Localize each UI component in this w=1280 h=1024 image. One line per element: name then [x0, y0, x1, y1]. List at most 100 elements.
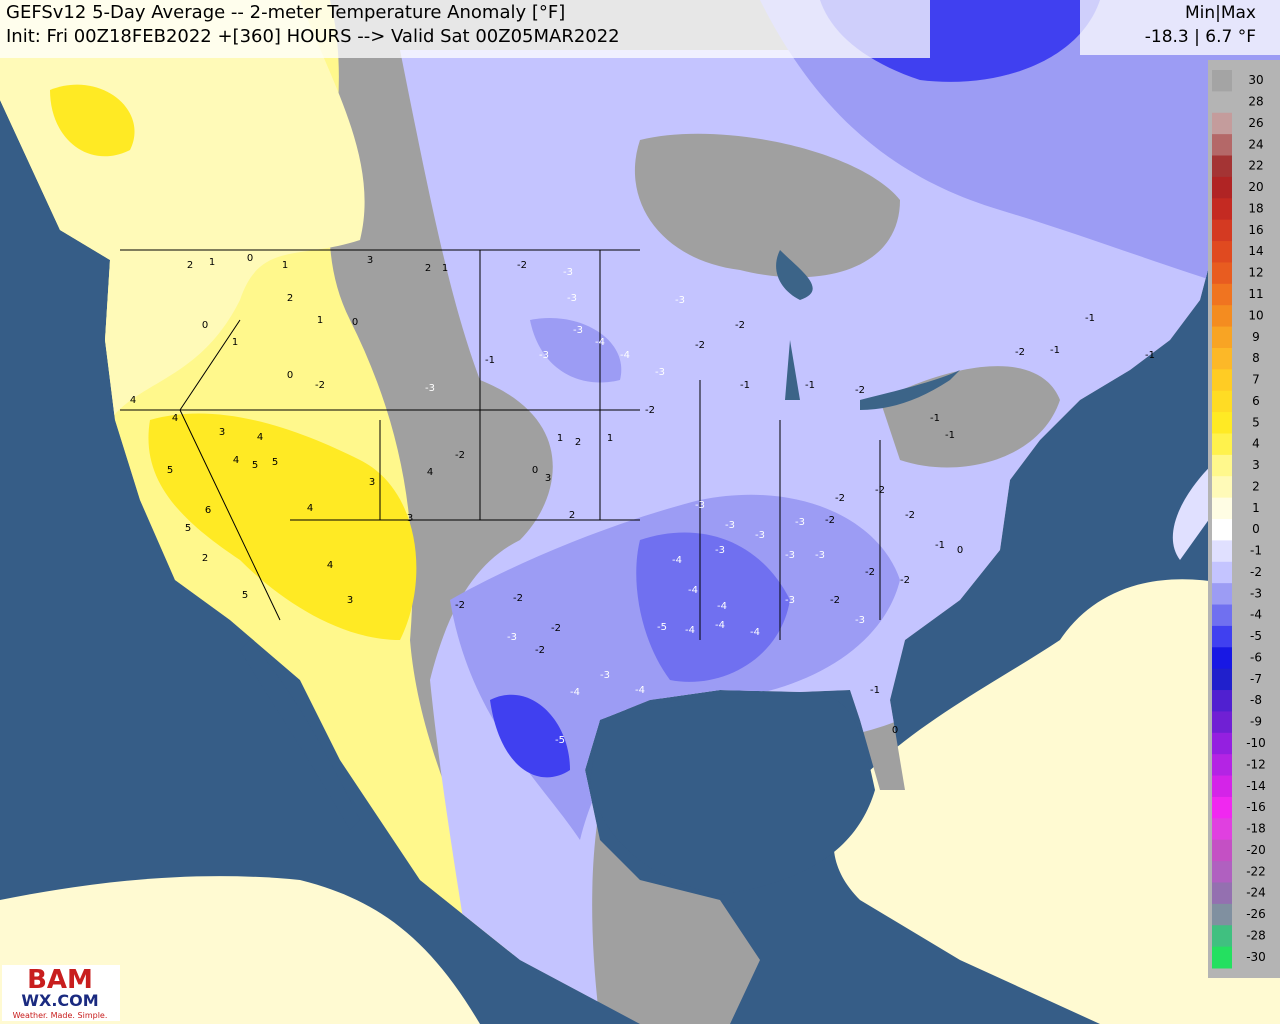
anomaly-label: -3: [795, 517, 805, 528]
anomaly-label: 5: [252, 460, 258, 471]
colorbar-label: -30: [1246, 950, 1266, 964]
anomaly-label: 0: [202, 320, 208, 331]
anomaly-label: -2: [551, 623, 561, 634]
colorbar-label: 22: [1248, 159, 1263, 173]
anomaly-label: -2: [513, 593, 523, 604]
colorbar-label: -18: [1246, 822, 1266, 836]
colorbar-swatch: [1212, 690, 1232, 712]
anomaly-label: 2: [187, 260, 193, 271]
anomaly-label: 1: [317, 315, 323, 326]
anomaly-label: 4: [427, 467, 433, 478]
colorbar-label: 8: [1252, 351, 1260, 365]
colorbar-swatch: [1212, 91, 1232, 114]
colorbar-swatch: [1212, 647, 1232, 670]
colorbar-label: 14: [1248, 244, 1263, 258]
colorbar-label: 9: [1252, 330, 1260, 344]
colorbar-swatch: [1212, 305, 1232, 328]
colorbar-swatch: [1212, 861, 1232, 883]
anomaly-label: -3: [539, 350, 549, 361]
anomaly-label: 1: [209, 257, 215, 268]
colorbar-label: -6: [1250, 650, 1262, 664]
anomaly-label: -1: [740, 380, 750, 391]
warm-ocean-east: [833, 579, 1280, 1024]
minmax-box: [1080, 0, 1280, 55]
anomaly-label: 4: [307, 503, 313, 514]
colorbar-swatch: [1212, 925, 1232, 948]
colorbar-label: -28: [1246, 928, 1266, 942]
colorbar-label: 28: [1248, 95, 1263, 109]
colorbar-swatch: [1212, 839, 1232, 862]
anomaly-label: 5: [242, 590, 248, 601]
anomaly-label: 0: [247, 253, 253, 264]
anomaly-label: -4: [635, 685, 645, 696]
colorbar-swatch: [1212, 604, 1232, 627]
gulf-of-california: [240, 640, 360, 830]
anomaly-label: -2: [517, 260, 527, 271]
colorbar-label: 3: [1252, 458, 1260, 472]
anomaly-label: -3: [563, 267, 573, 278]
colorbar-label: 12: [1248, 266, 1263, 280]
colorbar-label: -8: [1250, 693, 1262, 707]
anomaly-label: 4: [172, 413, 178, 424]
colorbar-swatch: [1212, 134, 1232, 157]
anomaly-label: 1: [442, 263, 448, 274]
anomaly-label: -4: [715, 620, 725, 631]
gulf-of-mexico: [590, 693, 875, 895]
anomaly-label: 2: [202, 553, 208, 564]
anomaly-label: 0: [532, 465, 538, 476]
anomaly-label: -2: [1015, 347, 1025, 358]
colorbar-swatch: [1212, 882, 1232, 905]
anomaly-label: -4: [595, 337, 605, 348]
colorbar-swatch: [1212, 583, 1232, 606]
colorbar-swatch: [1212, 519, 1232, 541]
anomaly-label: 1: [557, 433, 563, 444]
anomaly-label: -2: [905, 510, 915, 521]
colorbar-label: -2: [1250, 565, 1262, 579]
colorbar-label: 1: [1252, 501, 1260, 515]
colorbar-label: 7: [1252, 373, 1260, 387]
anomaly-label: 3: [347, 595, 353, 606]
anomaly-label: -2: [535, 645, 545, 656]
anomaly-label: -2: [855, 385, 865, 396]
colorbar-swatch: [1212, 454, 1232, 477]
colorbar-swatch: [1212, 476, 1232, 499]
anomaly-label: -3: [855, 615, 865, 626]
colorbar-label: 20: [1248, 180, 1263, 194]
anomaly-label: 3: [545, 473, 551, 484]
colorbar-swatch: [1212, 903, 1232, 926]
great-lakes: [776, 250, 960, 410]
anomaly-label: -3: [507, 632, 517, 643]
logo: BAM WX.COM Weather. Made. Simple.: [2, 965, 120, 1021]
colorbar-label: -5: [1250, 629, 1262, 643]
anomaly-label: 2: [569, 510, 575, 521]
anomaly-label: 6: [205, 505, 211, 516]
anomaly-label: 0: [957, 545, 963, 556]
anomaly-label: 4: [130, 395, 136, 406]
logo-site: WX.COM: [21, 991, 98, 1010]
anomaly-label: 5: [167, 465, 173, 476]
colorbar-swatch: [1212, 112, 1232, 135]
colorbar-swatch: [1212, 625, 1232, 648]
colorbar-label: -3: [1250, 586, 1262, 600]
colorbar-label: 10: [1248, 308, 1263, 322]
anomaly-label: 3: [367, 255, 373, 266]
colorbar-swatch: [1212, 433, 1232, 456]
colorbar-label: -12: [1246, 757, 1266, 771]
anomaly-label: -3: [695, 500, 705, 511]
colorbar-swatch: [1212, 198, 1232, 221]
anomaly-label: -2: [455, 600, 465, 611]
colorbar-label: -24: [1246, 886, 1266, 900]
header-box: [0, 0, 930, 58]
anomaly-label: 3: [369, 477, 375, 488]
anomaly-label: -1: [945, 430, 955, 441]
colorbar-label: 11: [1248, 287, 1263, 301]
colorbar-label: 6: [1252, 394, 1260, 408]
logo-tagline: Weather. Made. Simple.: [13, 1011, 108, 1020]
colorbar-swatch: [1212, 497, 1232, 520]
anomaly-label: -5: [555, 735, 565, 746]
anomaly-label: -4: [688, 585, 698, 596]
anomaly-label: -2: [865, 567, 875, 578]
anomaly-label: -1: [1085, 313, 1095, 324]
colorbar-label: 24: [1248, 137, 1263, 151]
